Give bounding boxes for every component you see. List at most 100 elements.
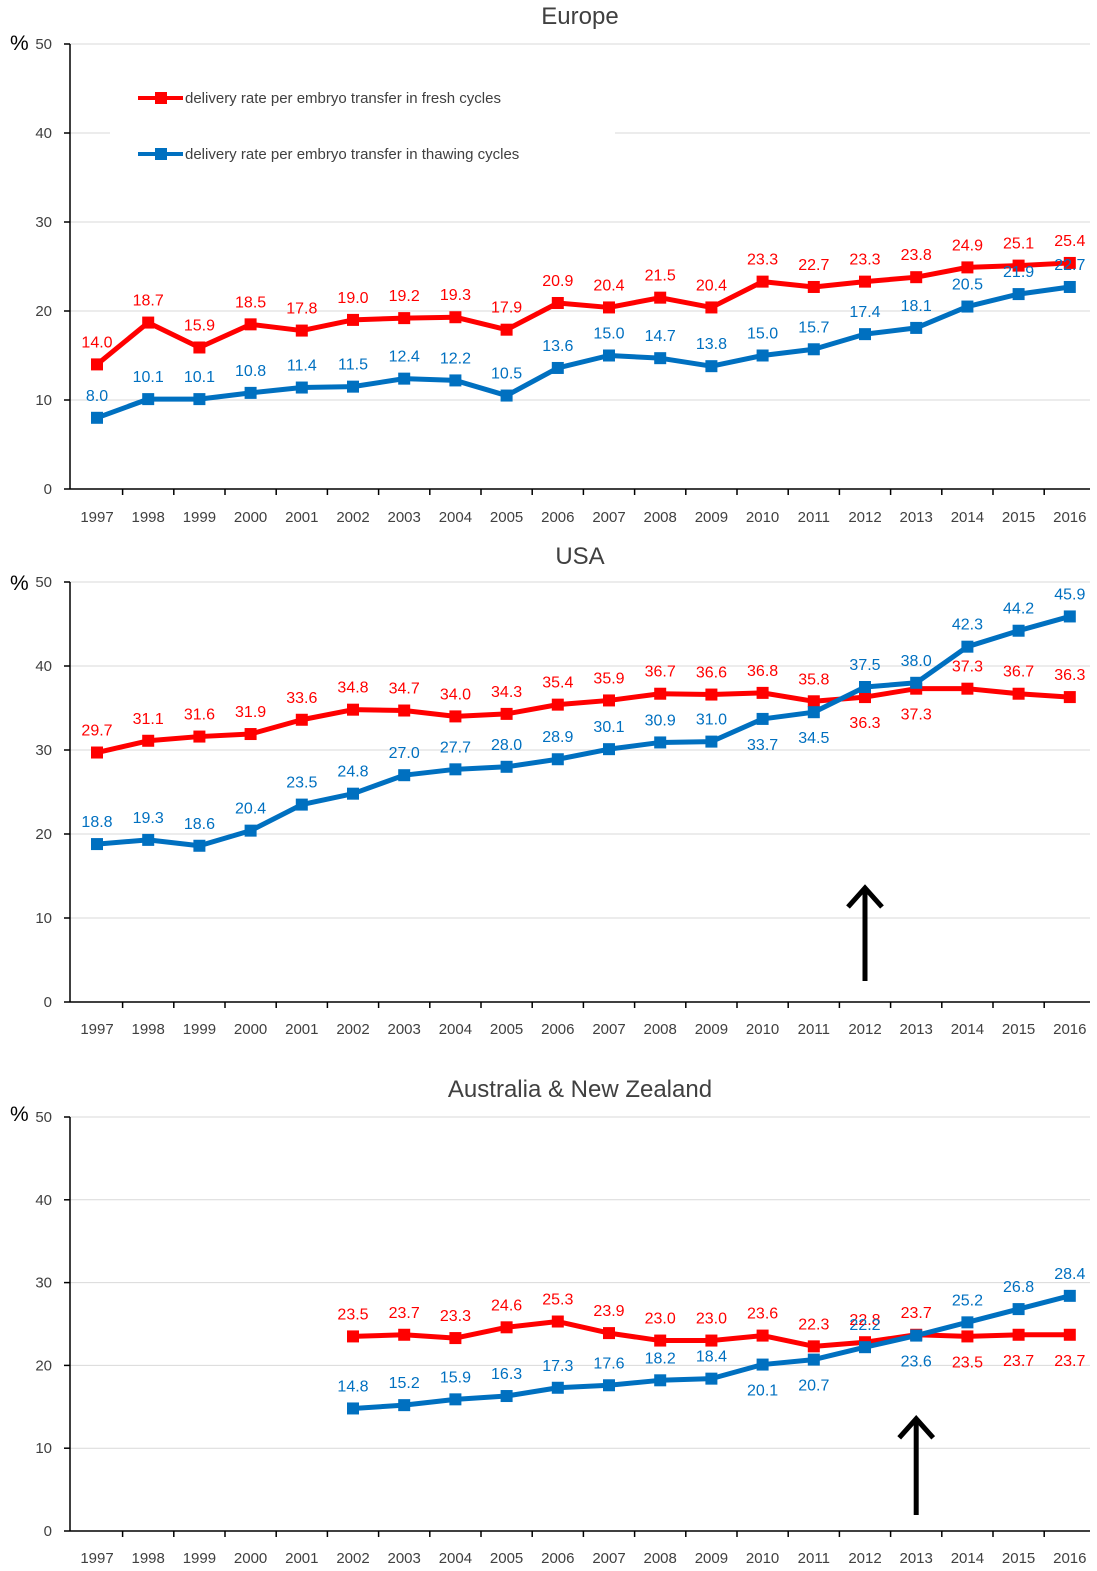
data-label-fresh: 20.4: [593, 277, 624, 294]
data-label-thawing: 38.0: [901, 653, 932, 670]
x-tick-label: 1999: [183, 1550, 216, 1567]
data-label-fresh: 19.2: [389, 288, 420, 305]
data-point-fresh: [193, 730, 206, 743]
data-label-fresh: 25.4: [1054, 233, 1085, 250]
data-label-thawing: 13.8: [696, 336, 727, 353]
data-label-thawing: 14.8: [337, 1378, 368, 1395]
x-tick-label: 1997: [80, 509, 113, 526]
y-tick-label: 50: [35, 36, 52, 53]
y-tick-label: 10: [35, 1440, 52, 1457]
x-tick-label: 2006: [541, 1021, 574, 1038]
data-point-fresh: [1012, 687, 1025, 700]
y-unit-label: %: [10, 1103, 29, 1126]
data-point-thawing: [807, 343, 820, 356]
data-point-thawing: [91, 411, 103, 424]
data-label-fresh: 17.9: [491, 300, 522, 317]
y-unit-label: %: [10, 572, 29, 595]
data-label-fresh: 23.7: [901, 1305, 932, 1322]
data-label-thawing: 26.8: [1003, 1279, 1034, 1296]
data-label-fresh: 21.5: [645, 268, 676, 285]
y-tick-label: 40: [35, 658, 52, 675]
data-label-thawing: 45.9: [1054, 586, 1085, 603]
data-label-thawing: 11.4: [287, 358, 317, 375]
x-tick-label: 2003: [388, 1021, 421, 1038]
data-point-thawing: [756, 349, 769, 362]
data-point-thawing: [244, 386, 257, 399]
data-point-thawing: [551, 1381, 564, 1394]
data-point-thawing: [654, 352, 667, 365]
x-tick-label: 2015: [1002, 1021, 1035, 1038]
legend-label-fresh: delivery rate per embryo transfer in fre…: [185, 89, 501, 107]
data-label-thawing: 8.0: [86, 388, 108, 405]
data-label-fresh: 31.1: [133, 711, 164, 728]
data-point-fresh: [398, 312, 411, 325]
data-label-thawing: 15.2: [389, 1375, 420, 1392]
x-tick-label: 2011: [798, 1550, 830, 1567]
data-point-fresh: [859, 275, 871, 288]
data-point-fresh: [705, 688, 718, 701]
data-label-fresh: 23.7: [389, 1305, 420, 1322]
data-label-fresh: 34.0: [440, 686, 471, 703]
x-tick-label: 2009: [695, 509, 728, 526]
data-point-fresh: [500, 707, 513, 720]
data-label-thawing: 30.1: [593, 719, 624, 736]
data-point-thawing: [347, 787, 359, 800]
data-label-thawing: 18.2: [645, 1350, 676, 1367]
data-label-fresh: 35.8: [798, 671, 829, 688]
data-label-fresh: 19.3: [440, 287, 471, 304]
data-label-fresh: 23.0: [645, 1311, 676, 1328]
data-point-fresh: [961, 682, 974, 695]
data-label-fresh: 31.9: [235, 704, 266, 721]
data-point-thawing: [551, 753, 564, 766]
x-tick-label: 2014: [951, 1550, 984, 1567]
data-label-thawing: 20.4: [235, 801, 266, 818]
y-tick-label: 0: [44, 994, 52, 1011]
data-label-fresh: 36.6: [696, 665, 727, 682]
data-point-thawing: [449, 763, 462, 776]
data-label-fresh: 25.3: [542, 1292, 573, 1309]
x-tick-label: 2012: [848, 509, 881, 526]
data-point-thawing: [91, 838, 103, 851]
data-label-fresh: 34.8: [337, 680, 368, 697]
data-point-fresh: [961, 1330, 974, 1343]
data-point-fresh: [756, 1329, 769, 1342]
data-point-thawing: [756, 1358, 769, 1371]
data-point-fresh: [500, 1321, 513, 1334]
data-point-thawing: [654, 1374, 667, 1387]
data-label-thawing: 21.9: [1003, 264, 1034, 281]
data-point-thawing: [859, 328, 871, 341]
data-point-thawing: [347, 1402, 359, 1415]
data-point-fresh: [142, 316, 155, 329]
x-tick-label: 2016: [1053, 1550, 1086, 1567]
data-point-thawing: [1012, 1303, 1025, 1316]
data-point-fresh: [551, 296, 564, 309]
x-tick-label: 2007: [592, 1550, 625, 1567]
legend-swatch-fresh: [138, 87, 183, 109]
data-point-thawing: [910, 1329, 923, 1342]
x-tick-label: 2004: [439, 1550, 472, 1567]
data-label-fresh: 25.1: [1003, 236, 1034, 253]
data-point-fresh: [603, 1327, 615, 1340]
series-line-thawing: [96, 284, 1071, 421]
x-tick-label: 2012: [848, 1550, 881, 1567]
data-label-thawing: 20.1: [747, 1383, 778, 1400]
legend-item-fresh: delivery rate per embryo transfer in fre…: [138, 87, 501, 109]
data-label-fresh: 23.0: [696, 1311, 727, 1328]
chart-panel-usa: USA % 0 10 20 30 40 50 1997 1998 1999 2000 2001 200…: [0, 540, 1097, 1050]
y-tick-label: 40: [35, 125, 52, 142]
data-point-fresh: [705, 1334, 718, 1347]
data-point-fresh: [295, 713, 308, 726]
chart-plot: 0 10 20 30 40 50 1997 1998 1999 2000 2001 2002 2003 2…: [35, 574, 1090, 1038]
data-point-thawing: [1012, 288, 1025, 301]
x-tick-label: 2008: [644, 509, 677, 526]
data-point-thawing: [398, 372, 411, 385]
x-tick-label: 2011: [798, 509, 830, 526]
data-label-fresh: 22.3: [798, 1316, 829, 1333]
data-point-fresh: [347, 1330, 359, 1343]
data-point-fresh: [91, 746, 103, 759]
data-label-thawing: 28.9: [542, 729, 573, 746]
data-point-thawing: [654, 736, 667, 749]
chart-plot: 0 10 20 30 40 50 1997 1998 1999 2000 2001 2002 2003 2…: [35, 36, 1090, 526]
x-tick-label: 2001: [285, 509, 318, 526]
data-point-fresh: [398, 704, 411, 717]
